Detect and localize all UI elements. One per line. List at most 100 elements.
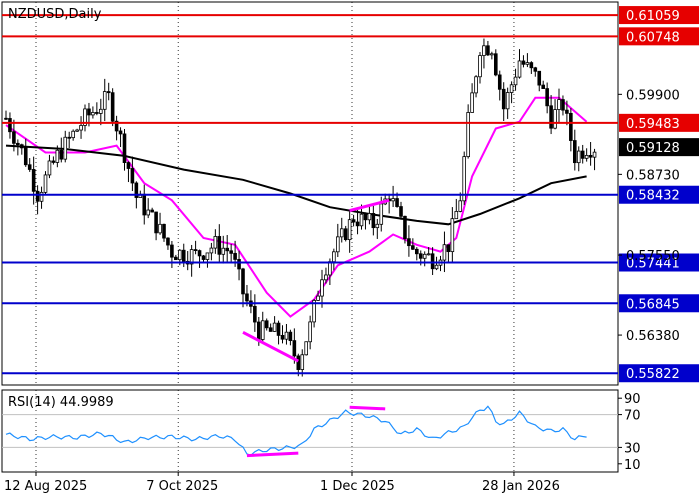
- candle-body: [446, 244, 451, 253]
- price-axis: 0.61059 0.60748 0.59483 0.58432 0.57441 0.568…: [618, 6, 699, 383]
- moving-averages: [5, 96, 588, 318]
- current-price-label: 0.59128: [626, 141, 680, 156]
- candle-body: [422, 253, 427, 259]
- rsi-line: [5, 405, 587, 456]
- candle-body: [177, 249, 182, 261]
- candle-body: [67, 136, 72, 139]
- time-label: 28 Jan 2026: [482, 479, 560, 494]
- candle-body: [525, 62, 530, 65]
- price-tick-label: 0.58730: [626, 168, 680, 183]
- price-tick-label: 0.57550: [626, 249, 680, 264]
- candle-body: [324, 274, 328, 281]
- candle-body: [304, 341, 308, 356]
- candle-body: [332, 251, 336, 263]
- candle-body: [509, 84, 514, 93]
- rsi-divergence-lines: [246, 405, 386, 458]
- candle-body: [241, 268, 245, 295]
- candle-body: [4, 117, 8, 120]
- candlesticks: [4, 38, 597, 377]
- candle-body: [391, 198, 395, 202]
- resistance-badge: [619, 6, 699, 25]
- candle-body: [312, 300, 316, 323]
- candle-body: [8, 118, 12, 133]
- candle-body: [573, 140, 577, 164]
- candle-body: [395, 198, 399, 207]
- candle-body: [292, 340, 297, 357]
- candle-body: [545, 88, 549, 107]
- support-badge: [619, 185, 699, 204]
- candle-body: [205, 252, 210, 260]
- candle-body: [442, 244, 447, 261]
- candle-body: [209, 247, 214, 254]
- candle-body: [181, 249, 186, 262]
- candle-body: [43, 174, 48, 193]
- candle-body: [454, 211, 459, 220]
- candle-body: [63, 136, 68, 160]
- candle-body: [31, 169, 36, 192]
- candle-body: [513, 76, 518, 86]
- candle-body: [403, 215, 407, 240]
- candle-body: [418, 253, 423, 259]
- candle-body: [288, 331, 293, 342]
- candle-body: [355, 221, 360, 227]
- rsi-title: RSI(14) 44.9989: [8, 395, 114, 410]
- candle-body: [256, 321, 261, 340]
- rsi-tick-label: 90: [624, 392, 641, 407]
- candle-body: [339, 228, 344, 238]
- candle-body: [47, 160, 52, 176]
- candle-body: [470, 92, 474, 113]
- rsi-reference-lines: [2, 414, 618, 448]
- candle-body: [106, 91, 111, 94]
- candle-body: [411, 245, 415, 250]
- candle-body: [146, 209, 151, 216]
- candle-body: [517, 60, 522, 78]
- candle-body: [363, 213, 368, 221]
- support-price-label: 0.56845: [626, 297, 680, 312]
- candle-body: [426, 253, 431, 256]
- resistance-price-label: 0.59483: [626, 117, 680, 132]
- candle-body: [12, 131, 16, 144]
- rsi-tick-label: 30: [624, 441, 641, 456]
- candle-body: [549, 105, 553, 129]
- candle-body: [166, 237, 170, 246]
- candle-body: [91, 112, 95, 116]
- candle-body: [478, 55, 482, 78]
- price-pane-frame: [1, 1, 619, 386]
- candle-body: [351, 219, 356, 223]
- candle-body: [347, 219, 352, 241]
- price-levels: [2, 14, 618, 375]
- candle-body: [229, 250, 233, 254]
- candle-body: [588, 154, 593, 158]
- vertical-gridlines: [35, 2, 515, 472]
- candle-body: [497, 74, 502, 90]
- candle-body: [557, 99, 561, 110]
- current-price-badge: [619, 138, 699, 157]
- candle-body: [553, 109, 557, 129]
- resistance-badge: [619, 113, 699, 132]
- candle-body: [328, 261, 332, 276]
- candle-body: [592, 151, 597, 158]
- rsi-series-line: [5, 405, 587, 456]
- candle-body: [201, 255, 206, 260]
- candle-body: [533, 67, 538, 72]
- candle-body: [217, 236, 222, 255]
- candle-body: [379, 203, 384, 225]
- price-pane: NZDUSD,Daily: [1, 1, 619, 472]
- resistance-price-label: 0.60748: [626, 30, 680, 45]
- candle-body: [260, 320, 265, 340]
- time-label: 12 Aug 2025: [4, 479, 87, 494]
- candle-body: [569, 112, 573, 141]
- candle-body: [474, 76, 478, 94]
- candle-body: [434, 264, 439, 270]
- candle-body: [537, 70, 542, 86]
- support-price-label: 0.55822: [626, 367, 680, 382]
- candle-body: [576, 150, 581, 164]
- candle-body: [490, 53, 494, 56]
- candle-body: [154, 211, 158, 234]
- candle-body: [284, 331, 289, 340]
- candle-body: [233, 252, 237, 260]
- candle-body: [158, 223, 162, 234]
- candle-body: [221, 247, 226, 255]
- candle-body: [71, 130, 75, 139]
- rsi-divergence-line: [246, 451, 299, 458]
